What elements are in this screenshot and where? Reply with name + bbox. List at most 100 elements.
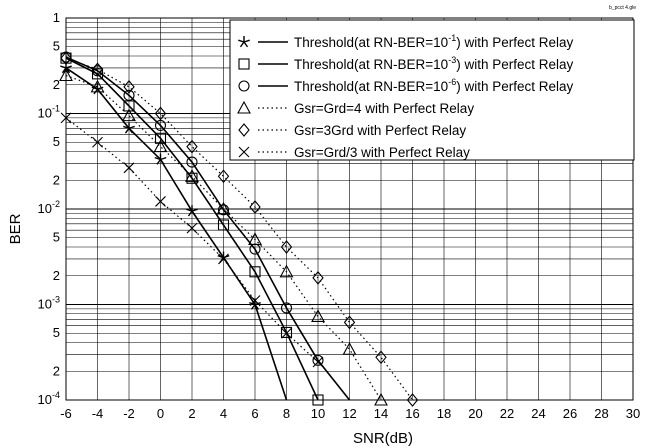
circle-marker (123, 89, 135, 101)
x-tick-label: 14 (374, 406, 388, 421)
diamond-marker (249, 200, 261, 214)
diamond-marker (406, 393, 419, 407)
y-tick-label: 5 (53, 230, 60, 245)
circle-marker (312, 354, 324, 366)
square-marker (280, 326, 293, 338)
x-marker (218, 253, 229, 265)
x-marker (312, 356, 324, 368)
y-tick-label: 10-3 (38, 295, 60, 312)
diamond-marker (375, 350, 387, 365)
diamond-marker (312, 271, 324, 285)
legend-label: Gsr=3Grd with Perfect Relay (294, 123, 466, 138)
y-tick-label: 2 (53, 363, 60, 378)
x-marker (92, 136, 103, 148)
diamond-marker (154, 106, 167, 121)
series-5 (60, 51, 419, 407)
x-marker (249, 295, 261, 306)
y-tick-label: 2 (53, 172, 60, 187)
legend-label: Gsr=Grd=4 with Perfect Relay (294, 101, 474, 116)
square-marker (217, 219, 230, 231)
triangle-marker (153, 139, 168, 153)
diamond-marker (343, 315, 356, 330)
x-tick-label: 26 (563, 406, 577, 421)
circle-marker (217, 204, 230, 216)
star-marker (154, 153, 167, 165)
file-tag: b_pcct 4.gle (609, 5, 636, 11)
y-tick-label: 2 (53, 268, 60, 283)
series-line (65, 67, 288, 401)
y-tick-label: 10-4 (38, 390, 60, 407)
y-tick-label: 5 (53, 325, 60, 340)
legend-label: Threshold(at RN-BER=10-3) with Perfect R… (294, 55, 574, 72)
series-4 (59, 68, 388, 406)
star-marker (238, 36, 250, 48)
diamond-marker (186, 139, 198, 154)
square-marker (238, 58, 250, 70)
y-axis-label: BER (7, 213, 24, 244)
legend-label: Threshold(at RN-BER=10-6) with Perfect R… (294, 77, 574, 94)
star-marker (123, 122, 135, 134)
x-marker (123, 162, 135, 174)
legend-entry: Gsr=3Grd with Perfect Relay (238, 123, 466, 138)
legend-box (229, 19, 635, 161)
circle-marker (280, 302, 293, 314)
y-tick-label: 1 (53, 10, 60, 25)
x-marker (155, 196, 166, 207)
diamond-marker (238, 123, 250, 137)
y-tick-label: 2 (53, 77, 60, 92)
triangle-marker (248, 232, 262, 245)
legend-entry: Gsr=Grd=4 with Perfect Relay (237, 100, 474, 116)
x-marker (186, 222, 198, 234)
x-tick-label: 8 (283, 406, 290, 421)
series-line (65, 57, 319, 401)
x-marker (238, 146, 250, 158)
circle-marker (186, 156, 198, 168)
triangle-marker (185, 169, 199, 182)
star-marker (186, 205, 198, 217)
x-tick-label: 30 (626, 406, 640, 421)
x-tick-label: 18 (437, 406, 451, 421)
x-tick-label: 2 (188, 406, 195, 421)
x-tick-label: 28 (594, 406, 608, 421)
x-tick-label: 6 (251, 406, 258, 421)
square-marker (186, 172, 198, 184)
axes: -6 -4 -2 0 2 4 6 8 10 12 14 16 18 20 22 24 26 28 3015210-1… (38, 10, 641, 421)
x-tick-label: -4 (92, 406, 104, 421)
y-tick-label: 5 (53, 134, 60, 149)
y-tick-label: 5 (53, 39, 60, 54)
square-marker (154, 132, 167, 144)
triangle-marker (122, 108, 136, 122)
triangle-marker (90, 79, 105, 93)
series-line (65, 56, 351, 401)
x-axis-label: SNR(dB) (353, 430, 413, 447)
x-tick-label: 16 (405, 406, 419, 421)
diamond-marker (91, 62, 104, 77)
x-marker (281, 327, 292, 339)
x-tick-label: 20 (468, 406, 482, 421)
legend: Threshold(at RN-BER=10-1) with Perfect R… (229, 19, 635, 161)
triangle-marker (216, 201, 231, 215)
diamond-marker (280, 240, 293, 254)
legend-entry: Threshold(at RN-BER=10-1) with Perfect R… (238, 33, 574, 50)
triangle-marker (237, 100, 251, 114)
x-tick-label: 24 (531, 406, 545, 421)
diamond-marker (217, 169, 230, 184)
diamond-marker (123, 80, 135, 94)
legend-entry: Threshold(at RN-BER=10-6) with Perfect R… (238, 77, 574, 94)
x-tick-label: 0 (157, 406, 164, 421)
x-tick-label: -2 (123, 406, 135, 421)
x-tick-label: 10 (311, 406, 325, 421)
circle-marker (238, 80, 250, 92)
square-marker (249, 266, 261, 278)
series-group (59, 51, 419, 407)
legend-label: Gsr=Grd/3 with Perfect Relay (294, 145, 470, 160)
circle-marker (154, 119, 167, 131)
x-tick-label: 22 (500, 406, 514, 421)
series-line (65, 57, 413, 401)
x-tick-label: 12 (342, 406, 356, 421)
y-tick-label: 10-1 (38, 104, 60, 121)
plot-frame (65, 17, 634, 401)
legend-entry: Threshold(at RN-BER=10-3) with Perfect R… (238, 55, 574, 72)
x-tick-label: -6 (60, 406, 72, 421)
